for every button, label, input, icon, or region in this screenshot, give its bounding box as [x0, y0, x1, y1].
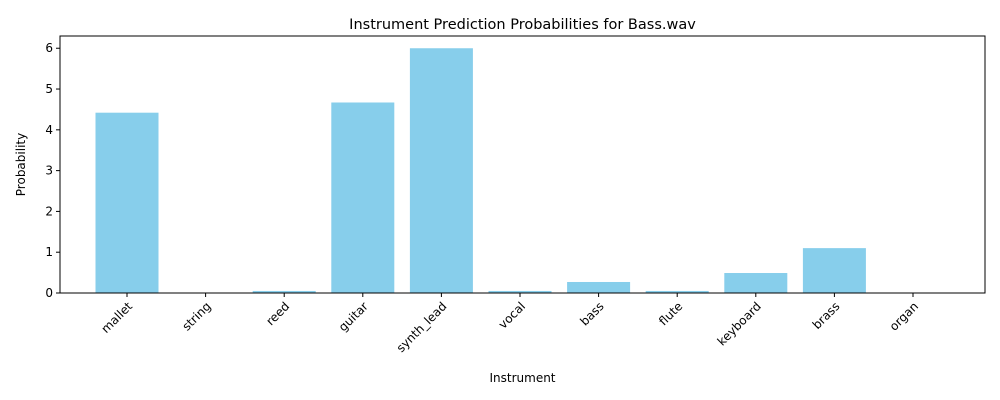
x-tick-label: brass — [810, 299, 843, 332]
x-tick-label: organ — [887, 299, 921, 333]
plot-frame — [59, 35, 986, 294]
y-tick-label: 4 — [45, 123, 53, 137]
x-tick-label: synth_lead — [394, 299, 450, 355]
x-tick-label: mallet — [98, 299, 135, 336]
chart-title: Instrument Prediction Probabilities for … — [349, 17, 696, 33]
y-tick-label: 0 — [45, 286, 53, 300]
x-tick-label: keyboard — [715, 299, 764, 348]
y-tick-label: 1 — [45, 245, 53, 259]
y-tick-label: 6 — [45, 41, 53, 55]
x-tick-label: guitar — [336, 299, 371, 334]
bar-brass — [802, 248, 866, 293]
bar-vocal — [488, 290, 552, 293]
x-tick-label: bass — [577, 299, 606, 328]
bar-guitar — [331, 102, 395, 293]
bars-group — [95, 48, 866, 293]
x-tick-label: reed — [263, 299, 292, 328]
x-tick-label: vocal — [496, 299, 528, 331]
y-tick-label: 5 — [45, 82, 53, 96]
x-axis-label: Instrument — [489, 371, 555, 385]
x-tick-label: string — [179, 299, 213, 333]
bar-synth-lead — [409, 48, 473, 293]
bar-reed — [252, 290, 316, 293]
y-axis-label: Probability — [14, 133, 28, 196]
bar-mallet — [95, 112, 159, 293]
bar-bass — [567, 281, 631, 293]
y-tick-label: 3 — [45, 164, 53, 178]
x-axis-ticks: mallet string reed guitar synth_lead vocal bas… — [98, 293, 921, 355]
x-tick-label: flute — [656, 299, 685, 328]
y-tick-label: 2 — [45, 204, 53, 218]
y-axis-ticks: 0 1 2 3 4 5 6 — [45, 41, 60, 300]
bar-keyboard — [724, 273, 788, 293]
bar-flute — [645, 290, 709, 293]
